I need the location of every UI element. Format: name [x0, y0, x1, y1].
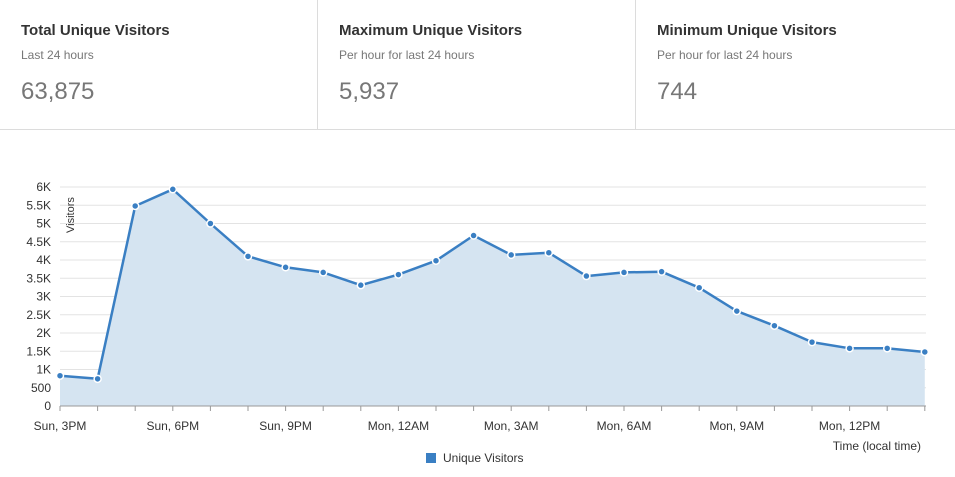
x-axis: Sun, 3PM Sun, 6PM Sun, 9PM Mon, 12AM Mon, 3A…: [34, 405, 926, 433]
y-tick-label: 3K: [36, 290, 51, 304]
y-tick-label: 5K: [36, 217, 51, 231]
series-line: [59, 188, 925, 381]
y-tick-label: 6K: [36, 180, 51, 194]
stat-title: Minimum Unique Visitors: [657, 22, 837, 39]
y-tick-label: 1.5K: [26, 344, 51, 358]
y-tick-label: 4K: [36, 253, 51, 267]
y-tick-label: 1K: [36, 363, 51, 377]
y-tick-label: 5.5K: [26, 198, 51, 212]
stat-title: Maximum Unique Visitors: [339, 22, 523, 39]
data-point: [770, 321, 779, 330]
data-point: [168, 185, 178, 194]
data-point: [356, 280, 366, 290]
data-point: [469, 231, 478, 240]
y-axis-label: Visitors: [65, 197, 77, 233]
legend[interactable]: Unique Visitors: [426, 451, 523, 465]
data-point: [281, 263, 290, 272]
x-tick-label: Mon, 9AM: [709, 419, 764, 433]
stat-minimum-unique-visitors: Minimum Unique Visitors Per hour for las…: [636, 0, 955, 130]
y-axis-ticks: 0 500 1K 1.5K 2K 2.5K 3K 3.5K 4K 4.5K 5K 5.5K 6K: [26, 180, 51, 413]
y-tick-label: 2.5K: [26, 308, 51, 322]
data-point: [807, 337, 817, 347]
visitors-chart: 0 500 1K 1.5K 2K 2.5K 3K 3.5K 4K 4.5K 5K 5.5K 6K Sun…: [0, 130, 955, 472]
x-tick-label: Mon, 3AM: [484, 419, 539, 433]
stat-maximum-unique-visitors: Maximum Unique Visitors Per hour for las…: [318, 0, 636, 130]
y-tick-label: 3.5K: [26, 271, 51, 285]
x-tick-label: Sun, 6PM: [146, 419, 199, 433]
x-tick-label: Sun, 9PM: [259, 419, 312, 433]
stat-subtitle: Last 24 hours: [21, 48, 94, 62]
data-point: [845, 344, 854, 353]
data-point: [582, 271, 591, 281]
stat-total-unique-visitors: Total Unique Visitors Last 24 hours 63,8…: [0, 0, 318, 130]
x-tick-label: Mon, 12PM: [819, 419, 880, 433]
data-point: [506, 250, 516, 260]
data-point: [394, 270, 403, 279]
stat-subtitle: Per hour for last 24 hours: [657, 48, 793, 62]
y-tick-label: 2K: [36, 326, 51, 340]
stats-panel: Total Unique Visitors Last 24 hours 63,8…: [0, 0, 955, 130]
data-point: [694, 283, 704, 292]
data-point: [206, 219, 215, 228]
stat-value: 5,937: [339, 78, 400, 105]
data-point: [93, 374, 102, 384]
stat-value: 63,875: [21, 78, 95, 105]
stat-value: 744: [657, 78, 698, 105]
data-point: [619, 268, 629, 277]
y-tick-label: 500: [31, 381, 51, 395]
x-tick-label: Mon, 12AM: [368, 419, 429, 433]
data-point: [55, 371, 65, 380]
data-point: [920, 347, 930, 357]
y-tick-label: 0: [44, 399, 51, 413]
data-point: [544, 248, 554, 257]
stat-subtitle: Per hour for last 24 hours: [339, 48, 475, 62]
data-point: [657, 267, 666, 276]
x-tick-label: Mon, 6AM: [597, 419, 652, 433]
data-point: [882, 344, 892, 353]
stat-title: Total Unique Visitors: [21, 22, 170, 39]
data-points: [55, 185, 930, 384]
data-point: [318, 268, 328, 277]
area-fill: [60, 189, 925, 406]
area-layer: [59, 188, 925, 406]
y-tick-label: 4.5K: [26, 235, 51, 249]
chart-svg: 0 500 1K 1.5K 2K 2.5K 3K 3.5K 4K 4.5K 5K 5.5K 6K Sun…: [26, 180, 930, 453]
x-tick-label: Sun, 3PM: [34, 419, 87, 433]
data-point: [130, 201, 140, 211]
legend-label: Unique Visitors: [443, 451, 524, 465]
data-point: [732, 306, 742, 316]
x-axis-label: Time (local time): [833, 439, 921, 453]
legend-swatch: [426, 453, 436, 463]
data-point: [431, 256, 441, 265]
data-point: [243, 252, 253, 261]
